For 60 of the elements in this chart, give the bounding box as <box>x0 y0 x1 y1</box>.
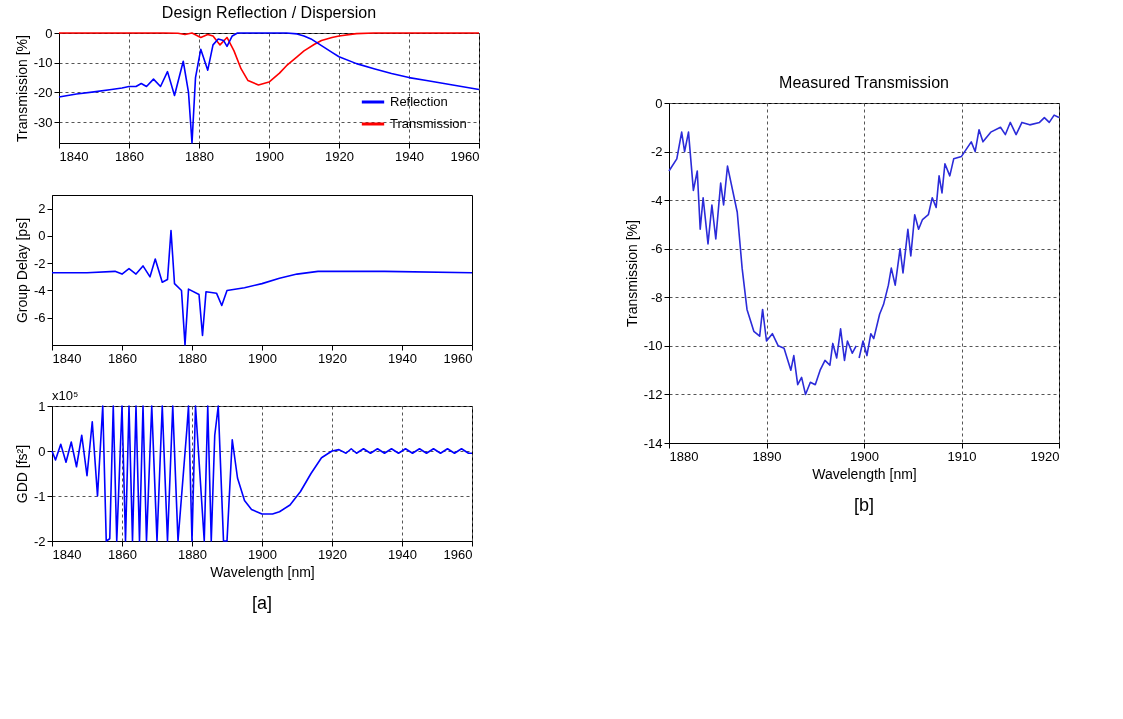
x-tick-label: 1840 <box>52 546 82 562</box>
text: [b] <box>853 495 875 515</box>
y-tick-label: -14 <box>643 435 663 451</box>
x-tick-label: 1920 <box>325 148 354 164</box>
y-axis-title: GDD [fs²] <box>13 444 30 504</box>
x-tick-label: 1880 <box>178 350 207 366</box>
x-tick-label: 1920 <box>318 350 347 366</box>
y-tick-label: 2 <box>38 201 46 217</box>
x-tick-label: 1960 <box>443 546 473 562</box>
x-tick-label: 1840 <box>52 350 82 366</box>
x-tick-label: 1920 <box>1030 448 1060 464</box>
x-axis-title: Wavelength [nm] <box>210 563 315 580</box>
y-axis-title: Group Delay [ps] <box>13 217 30 324</box>
y-tick-label: 0 <box>38 228 46 244</box>
x-tick-label: 1910 <box>947 448 977 464</box>
y-tick-label: -4 <box>33 282 46 298</box>
y-tick-label: -10 <box>33 55 53 71</box>
y-tick-label: -4 <box>650 192 663 208</box>
x-tick-label: 1880 <box>185 148 214 164</box>
y-tick-label: -20 <box>33 84 53 100</box>
y-tick-label: -10 <box>643 338 663 354</box>
y-axis-title: Transmission [%] <box>623 220 640 327</box>
x-tick-label: 1960 <box>450 148 480 164</box>
x-tick-label: 1900 <box>255 148 284 164</box>
x-tick-label: 1860 <box>115 148 144 164</box>
x-tick-label: 1940 <box>395 148 424 164</box>
x-tick-label: 1940 <box>388 546 417 562</box>
x-tick-label: 1860 <box>108 350 137 366</box>
x-tick-label: 1960 <box>443 350 473 366</box>
x-tick-label: 1840 <box>59 148 89 164</box>
x-tick-label: 1890 <box>752 448 782 464</box>
text: [a] <box>251 593 273 613</box>
y-tick-label: -30 <box>33 114 53 130</box>
y-tick-label: -8 <box>650 289 663 305</box>
chart-title: Design Reflection / Dispersion <box>161 4 377 21</box>
y-tick-label: -1 <box>33 488 46 504</box>
legend-label: Transmission <box>390 116 467 131</box>
y-tick-label: -2 <box>33 533 46 549</box>
text: x10⁵ <box>52 388 79 403</box>
x-tick-label: 1940 <box>388 350 417 366</box>
y-tick-label: 0 <box>655 95 663 111</box>
x-tick-label: 1900 <box>248 546 277 562</box>
chart-title: Measured Transmission <box>779 74 949 91</box>
x-tick-label: 1860 <box>108 546 137 562</box>
y-tick-label: -6 <box>33 310 46 326</box>
x-tick-label: 1900 <box>850 448 879 464</box>
x-tick-label: 1900 <box>248 350 277 366</box>
y-tick-label: 0 <box>45 25 53 41</box>
y-tick-label: 1 <box>38 398 46 414</box>
x-tick-label: 1880 <box>178 546 207 562</box>
y-tick-label: -6 <box>650 241 663 257</box>
y-tick-label: -2 <box>650 144 663 160</box>
y-tick-label: -2 <box>33 255 46 271</box>
x-axis-title: Wavelength [nm] <box>812 465 917 482</box>
x-tick-label: 1880 <box>669 448 699 464</box>
x-tick-label: 1920 <box>318 546 347 562</box>
y-axis-title: Transmission [%] <box>13 35 30 142</box>
y-tick-label: -12 <box>643 386 663 402</box>
y-tick-label: 0 <box>38 443 46 459</box>
legend-label: Reflection <box>390 94 448 109</box>
